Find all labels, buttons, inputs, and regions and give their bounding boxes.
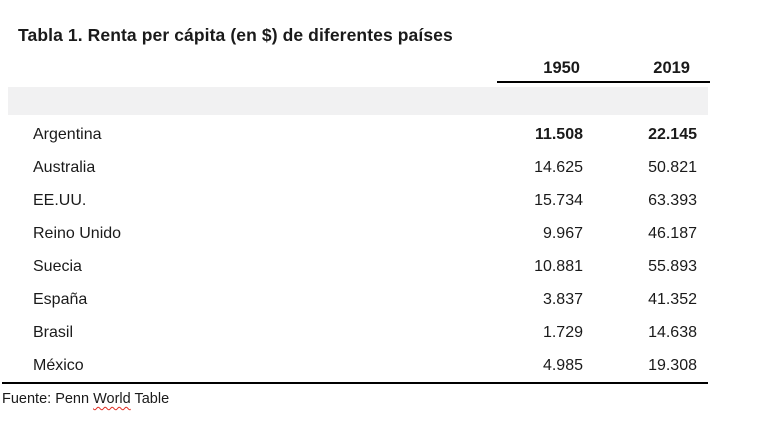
table-row: Suecia 10.881 55.893 — [0, 250, 708, 283]
value-1950: 9.967 — [542, 224, 583, 242]
table-row: Brasil 1.729 14.638 — [0, 316, 708, 349]
country-label: EE.UU. — [33, 191, 87, 209]
table-row: EE.UU. 15.734 63.393 — [0, 184, 708, 217]
value-2019: 50.821 — [648, 158, 697, 176]
value-2019: 55.893 — [648, 257, 697, 275]
value-2019: 22.145 — [648, 125, 697, 143]
country-label: Brasil — [33, 323, 74, 341]
column-header-2019: 2019 — [653, 59, 690, 77]
value-1950: 4.985 — [542, 356, 583, 374]
value-1950: 3.837 — [542, 290, 583, 308]
value-1950: 11.508 — [534, 125, 583, 143]
source-note: Fuente: Penn World Table — [2, 391, 768, 407]
country-label: Reino Unido — [33, 224, 122, 242]
table-row: Australia 14.625 50.821 — [0, 151, 708, 184]
country-label: España — [33, 290, 88, 308]
country-label: Australia — [33, 158, 96, 176]
value-2019: 46.187 — [648, 224, 697, 242]
table-row: España 3.837 41.352 — [0, 283, 708, 316]
table-gray-band — [8, 87, 708, 115]
source-note-misspelled-word: World — [93, 391, 131, 407]
value-1950: 1.729 — [542, 323, 583, 341]
table-bottom-rule — [2, 382, 708, 384]
column-header-1950: 1950 — [543, 59, 580, 77]
table-title: Tabla 1. Renta per cápita (en $) de dife… — [18, 25, 453, 45]
value-2019: 14.638 — [648, 323, 697, 341]
country-label: México — [33, 356, 84, 374]
row-header-spacer — [0, 59, 484, 78]
country-label: Argentina — [33, 125, 102, 143]
value-1950: 14.625 — [534, 158, 583, 176]
source-note-suffix: Table — [130, 391, 170, 407]
country-label: Suecia — [33, 257, 82, 275]
value-1950: 10.881 — [534, 257, 583, 275]
header-underline-rule — [497, 81, 710, 83]
column-header-row: 1950 2019 — [0, 59, 708, 78]
value-2019: 19.308 — [648, 356, 697, 374]
table-body: Argentina 11.508 22.145 Australia 14.625… — [0, 118, 768, 382]
table-row: México 4.985 19.308 — [0, 349, 708, 382]
value-1950: 15.734 — [534, 191, 583, 209]
income-table-figure: Tabla 1. Renta per cápita (en $) de dife… — [0, 25, 768, 432]
value-2019: 41.352 — [648, 290, 697, 308]
table-row: Argentina 11.508 22.145 — [0, 118, 708, 151]
value-2019: 63.393 — [648, 191, 697, 209]
source-note-prefix: Fuente: Penn — [2, 391, 94, 407]
table-row: Reino Unido 9.967 46.187 — [0, 217, 708, 250]
